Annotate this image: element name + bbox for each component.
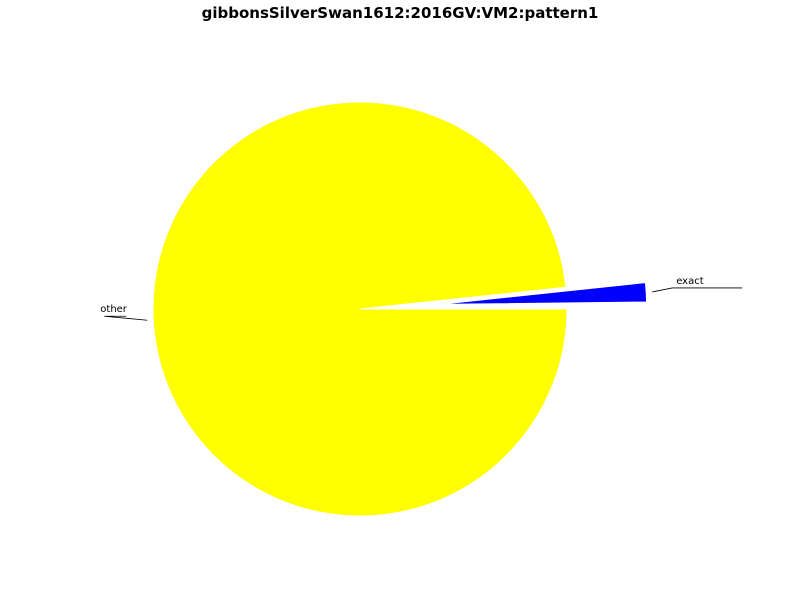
pie-slices <box>152 101 648 517</box>
pie-label-line-other <box>104 315 148 321</box>
pie-slice-other <box>152 101 568 517</box>
pie-label-other: other <box>100 304 128 315</box>
pie-label-line-exact <box>652 287 743 293</box>
chart-title: gibbonsSilverSwan1612:2016GV:VM2:pattern… <box>201 4 599 22</box>
pie-slice-exact <box>439 282 648 305</box>
pie-label-exact: exact <box>676 276 704 287</box>
pie-labels: other exact <box>100 276 743 321</box>
